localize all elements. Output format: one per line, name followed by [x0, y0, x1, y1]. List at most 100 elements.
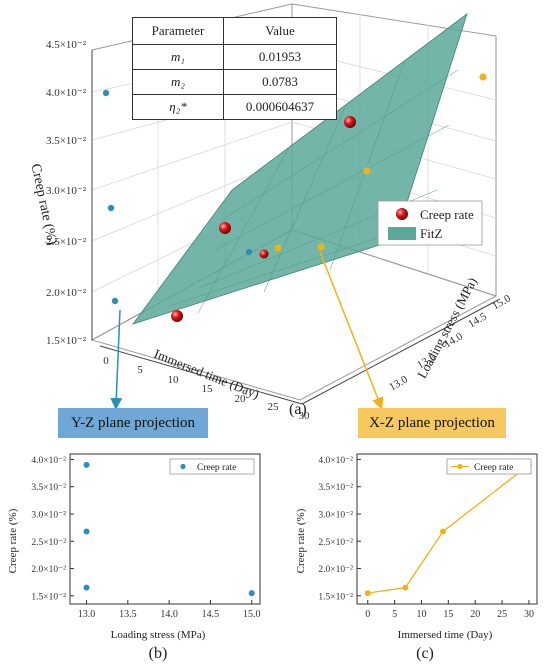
y-tick-label: 2.0×10⁻² [318, 565, 353, 575]
xz-projection-point [479, 73, 487, 81]
y-tick-label: 3.5×10⁻² [318, 483, 353, 493]
chart-yz-projection: 1.5×10⁻² 2.0×10⁻² 2.5×10⁻² 3.0×10⁻² 3.5×10⁻²… [7, 453, 261, 662]
legend-marker-creep-rate [396, 208, 408, 220]
y-tick: 14.5 [466, 310, 489, 330]
xz-projection-point [363, 167, 371, 175]
data-point [248, 590, 255, 597]
y-tick-label: 1.5×10⁻² [31, 592, 66, 602]
table-row: η₂* 0.000604637 [132, 94, 337, 120]
z-tick: 3.0×10⁻² [46, 185, 87, 197]
x-tick-label: 5 [392, 609, 397, 620]
y-axis-label: Creep rate (%) [295, 508, 307, 573]
xz-projection-point [274, 244, 282, 252]
xz-projection-point [317, 243, 325, 251]
panel-label-a: (a) [289, 401, 307, 418]
fit-surface [131, 12, 468, 325]
y-tick-label: 2.5×10⁻² [31, 538, 66, 548]
panel-label-b: (b) [149, 645, 168, 662]
y-tick: 13.0 [387, 373, 410, 393]
x-axis-line [99, 345, 303, 405]
y-tick-label: 3.0×10⁻² [318, 511, 353, 521]
x-tick: 15 [202, 383, 214, 395]
x-tick-label: 10 [416, 609, 426, 620]
legend-label: Creep rate [474, 463, 513, 473]
z-tick: 4.0×10⁻² [46, 87, 87, 99]
x-tick-label: 14.0 [160, 609, 178, 620]
yz-projection-title: Y-Z plane projection [58, 408, 208, 438]
x-tick: 20 [235, 393, 247, 405]
series-line [367, 464, 530, 594]
x-tick-label: 0 [365, 609, 370, 620]
table-cell-param: m₁ [132, 44, 224, 70]
table-cell-value: 0.01953 [223, 44, 337, 70]
data-point [171, 310, 183, 322]
y-tick-label: 1.5×10⁻² [318, 592, 353, 602]
x-tick: 25 [268, 401, 280, 413]
x-tick-label: 20 [470, 609, 480, 620]
yz-projection-point [107, 204, 115, 212]
x-tick: 5 [137, 364, 143, 376]
y-tick-label: 2.5×10⁻² [318, 538, 353, 548]
legend-marker [180, 463, 186, 470]
legend-label: FitZ [420, 226, 442, 241]
legend-label: Creep rate [420, 207, 474, 222]
x-tick-label: 15.0 [243, 609, 261, 620]
plot-frame [69, 453, 261, 605]
data-point [83, 584, 90, 591]
y-tick-label: 2.0×10⁻² [31, 565, 66, 575]
y-tick-label: 3.0×10⁻² [31, 511, 66, 521]
plot-frame [356, 453, 538, 605]
x-tick: 10 [168, 374, 180, 386]
table-cell-value: 0.000604637 [223, 94, 337, 120]
data-point [83, 461, 90, 468]
x-tick-label: 13.0 [78, 609, 96, 620]
table-cell-param: m₂ [132, 69, 224, 95]
z-axis-label: Creep rate (%) [28, 162, 60, 246]
x-axis-label: Immersed time (Day) [398, 629, 493, 641]
z-tick: 2.0×10⁻² [46, 287, 87, 299]
z-tick: 3.5×10⁻² [46, 135, 87, 147]
data-point [344, 116, 356, 128]
panel-label-c: (c) [416, 645, 434, 662]
legend: Creep rate FitZ [377, 200, 483, 246]
x-tick: 30 [299, 410, 311, 420]
table-cell-param: η₂* [132, 94, 224, 120]
table-header-value: Value [223, 17, 337, 45]
yz-projection-point [102, 89, 110, 97]
yz-projection-point [111, 297, 119, 305]
table-cell-value: 0.0783 [223, 69, 337, 95]
x-tick-label: 25 [497, 609, 507, 620]
x-tick: 0 [103, 355, 109, 367]
x-tick-label: 13.5 [119, 609, 137, 620]
table-header-parameter: Parameter [132, 17, 224, 45]
yz-projection-point [245, 248, 253, 256]
y-tick-label: 3.5×10⁻² [31, 483, 66, 493]
y-axis-label: Creep rate (%) [7, 508, 19, 573]
xz-projection-arrow [319, 251, 384, 410]
legend-label: Creep rate [197, 463, 236, 473]
y-tick-label: 4.0×10⁻² [31, 456, 66, 466]
data-point [364, 590, 371, 597]
data-point [219, 222, 231, 234]
y-axis-line [301, 299, 499, 405]
z-tick: 4.5×10⁻² [46, 39, 87, 51]
chart-xz-projection: 1.5×10⁻² 2.0×10⁻² 2.5×10⁻² 3.0×10⁻² 3.5×10⁻²… [295, 453, 538, 662]
data-point [259, 249, 269, 259]
data-point [439, 528, 446, 535]
x-tick-label: 15 [443, 609, 453, 620]
legend-marker [457, 463, 463, 470]
z-tick: 1.5×10⁻² [46, 335, 87, 347]
x-tick-label: 14.5 [202, 609, 220, 620]
legend-box [169, 458, 255, 475]
yz-projection-arrow [110, 309, 123, 410]
legend-box [446, 458, 532, 475]
parameter-table: Parameter Value m₁ 0.01953 m₂ 0.0783 η₂*… [132, 17, 337, 120]
data-point [83, 528, 90, 535]
y-tick-label: 4.0×10⁻² [318, 456, 353, 466]
z-tick: 2.5×10⁻² [46, 236, 87, 248]
x-axis-label: Loading stress (MPa) [111, 629, 206, 641]
data-point [402, 584, 409, 591]
table-row: m₂ 0.0783 [132, 69, 337, 95]
x-tick-label: 30 [524, 609, 534, 620]
legend-marker-fitz [388, 227, 416, 240]
